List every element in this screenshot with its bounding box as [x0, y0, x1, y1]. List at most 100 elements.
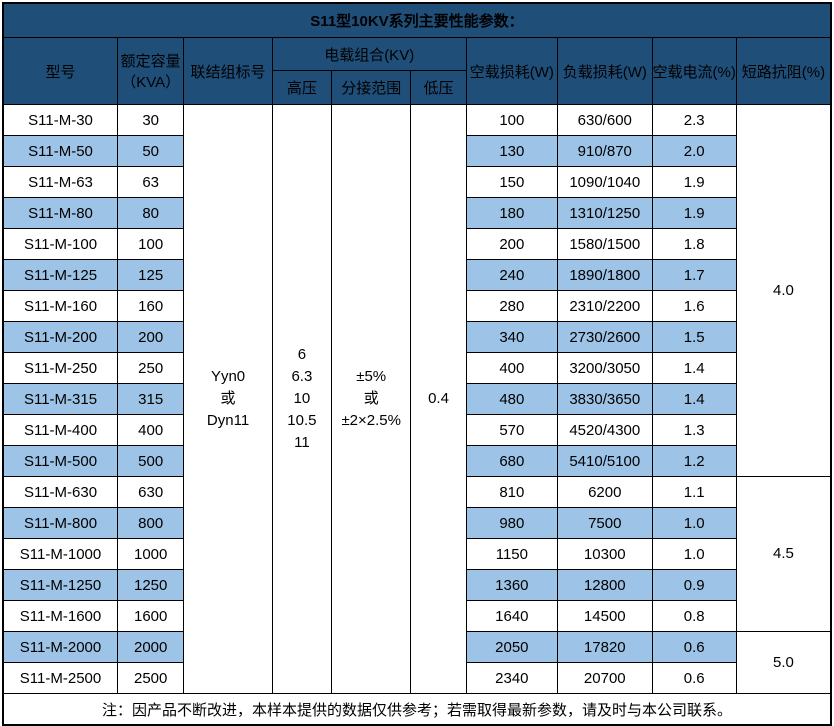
capacity-header-line2: （KVA）: [121, 74, 181, 91]
column-header-voltage-combo: 电载组合(KV): [271, 37, 467, 71]
impedance-cell: 5.0: [735, 631, 832, 694]
load-loss-cell: 10300: [557, 538, 653, 570]
no-load-current-cell: 1.9: [651, 197, 737, 229]
no-load-loss-cell: 2340: [465, 662, 559, 694]
header-row-2: 高压 分接范围 低压: [3, 70, 831, 105]
model-cell: S11-M-30: [2, 104, 119, 136]
model-cell: S11-M-1000: [2, 538, 119, 570]
no-load-current-cell: 0.8: [651, 600, 737, 632]
capacity-cell: 1000: [117, 538, 185, 570]
no-load-loss-cell: 570: [465, 414, 559, 446]
capacity-cell: 80: [117, 197, 185, 229]
capacity-header-line1: 额定容量: [120, 53, 181, 70]
table-row: S11-M-80 80 180 1310/1250 1.9: [2, 197, 831, 229]
capacity-cell: 160: [117, 290, 185, 322]
column-header-low-voltage: 低压: [410, 70, 467, 105]
column-header-model: 型号: [2, 37, 119, 105]
capacity-cell: 500: [117, 445, 185, 477]
footnote: 注：因产品不断改进，本样本提供的数据仅供参考；若需取得最新参数，请及时与本公司联…: [2, 693, 832, 726]
column-header-tap-range: 分接范围: [331, 70, 412, 105]
model-cell: S11-M-500: [2, 445, 119, 477]
no-load-loss-cell: 1150: [465, 538, 559, 570]
no-load-loss-cell: 340: [465, 321, 559, 353]
capacity-cell: 400: [117, 414, 185, 446]
column-header-capacity: 额定容量 （KVA）: [117, 37, 185, 105]
table-row: S11-M-2000 2000 2050 17820 0.6 5.0: [2, 631, 832, 694]
capacity-cell: 200: [117, 321, 185, 353]
no-load-loss-cell: 980: [465, 507, 559, 539]
impedance-cell: 4.0: [735, 104, 832, 477]
model-cell: S11-M-315: [2, 383, 119, 415]
tap-range-cell: ±5% 或 ±2×2.5%: [331, 104, 412, 694]
model-cell: S11-M-1250: [2, 569, 119, 601]
note-row: 注：因产品不断改进，本样本提供的数据仅供参考；若需取得最新参数，请及时与本公司联…: [2, 693, 832, 726]
no-load-loss-cell: 680: [465, 445, 559, 477]
load-loss-cell: 910/870: [557, 135, 653, 167]
load-loss-cell: 6200: [557, 476, 653, 508]
no-load-loss-cell: 150: [465, 166, 559, 198]
model-cell: S11-M-1600: [2, 600, 119, 632]
model-cell: S11-M-160: [2, 290, 119, 322]
capacity-cell: 630: [117, 476, 185, 508]
model-cell: S11-M-100: [2, 228, 119, 260]
model-cell: S11-M-63: [2, 166, 119, 198]
model-cell: S11-M-400: [2, 414, 119, 446]
capacity-cell: 1600: [117, 600, 185, 632]
no-load-current-cell: 0.6: [651, 631, 737, 663]
load-loss-cell: 5410/5100: [557, 445, 653, 477]
capacity-cell: 50: [117, 135, 185, 167]
no-load-current-cell: 1.7: [651, 259, 737, 291]
load-loss-cell: 14500: [557, 600, 653, 632]
no-load-loss-cell: 2050: [465, 631, 559, 663]
model-cell: S11-M-2000: [2, 631, 119, 663]
table-row: S11-M-50 50 130 910/870 2.0: [2, 135, 831, 167]
table-row: S11-M-2500 2500 2340 20700 0.6: [2, 662, 831, 694]
load-loss-cell: 7500: [557, 507, 653, 539]
no-load-loss-cell: 810: [465, 476, 559, 508]
column-header-no-load-loss: 空载损耗(W): [465, 37, 559, 105]
load-loss-cell: 4520/4300: [557, 414, 653, 446]
table-row: S11-M-315 315 480 3830/3650 1.4: [2, 383, 831, 415]
load-loss-cell: 2310/2200: [557, 290, 653, 322]
capacity-cell: 800: [117, 507, 185, 539]
no-load-current-cell: 2.0: [651, 135, 737, 167]
no-load-current-cell: 1.0: [651, 507, 737, 539]
no-load-loss-cell: 1360: [465, 569, 559, 601]
no-load-loss-cell: 200: [465, 228, 559, 260]
no-load-loss-cell: 400: [465, 352, 559, 384]
no-load-current-cell: 1.4: [651, 383, 737, 415]
high-voltage-cell: 6 6.3 10 10.5 11: [271, 104, 333, 694]
no-load-loss-cell: 1640: [465, 600, 559, 632]
header-row-1: 型号 额定容量 （KVA） 联结组标号 电载组合(KV) 空载损耗(W) 负载损耗…: [2, 37, 832, 105]
capacity-cell: 2500: [117, 662, 185, 694]
table-row: S11-M-63 63 150 1090/1040 1.9: [2, 166, 831, 198]
model-cell: S11-M-200: [2, 321, 119, 353]
no-load-current-cell: 0.6: [651, 662, 737, 694]
table-row: S11-M-500 500 680 5410/5100 1.2: [2, 445, 831, 477]
title-row: S11型10KV系列主要性能参数：: [2, 2, 832, 38]
model-cell: S11-M-125: [2, 259, 119, 291]
load-loss-cell: 12800: [557, 569, 653, 601]
no-load-loss-cell: 240: [465, 259, 559, 291]
load-loss-cell: 17820: [557, 631, 653, 663]
load-loss-cell: 1580/1500: [557, 228, 653, 260]
load-loss-cell: 3830/3650: [557, 383, 653, 415]
capacity-cell: 1250: [117, 569, 185, 601]
no-load-current-cell: 1.6: [651, 290, 737, 322]
capacity-cell: 63: [117, 166, 185, 198]
table-row: S11-M-200 200 340 2730/2600 1.5: [2, 321, 831, 353]
load-loss-cell: 1310/1250: [557, 197, 653, 229]
capacity-cell: 30: [117, 104, 185, 136]
load-loss-cell: 1090/1040: [557, 166, 653, 198]
no-load-current-cell: 1.2: [651, 445, 737, 477]
no-load-current-cell: 0.9: [651, 569, 737, 601]
column-header-connection: 联结组标号: [183, 37, 273, 105]
page-title: S11型10KV系列主要性能参数：: [2, 2, 832, 38]
table-row: S11-M-125 125 240 1890/1800 1.7: [2, 259, 831, 291]
no-load-current-cell: 1.4: [651, 352, 737, 384]
capacity-cell: 2000: [117, 631, 185, 663]
capacity-cell: 125: [117, 259, 185, 291]
no-load-loss-cell: 130: [465, 135, 559, 167]
capacity-cell: 250: [117, 352, 185, 384]
